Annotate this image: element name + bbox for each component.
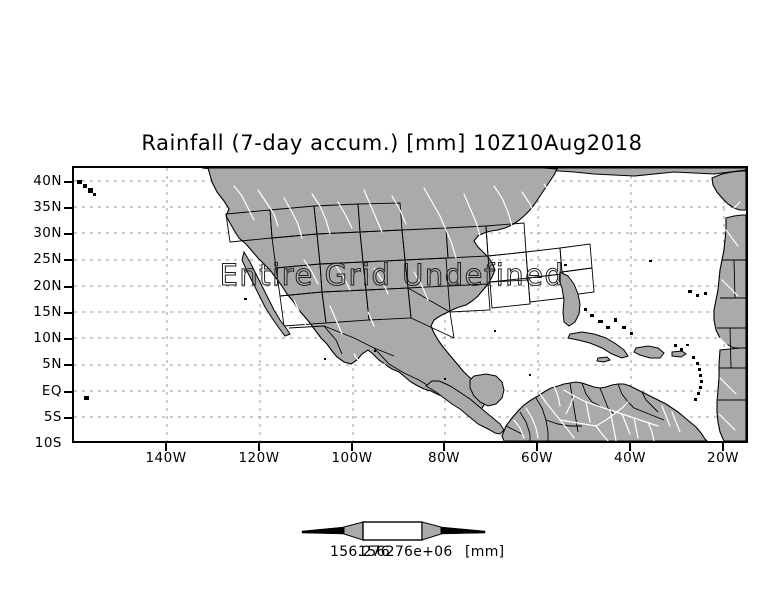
ytick-mark [64, 364, 73, 366]
colorbar-label-max: 156276e+06 [358, 544, 453, 560]
xtick-mark [258, 443, 260, 451]
landmass-jamaica [596, 356, 611, 363]
landmass-canary-islands [688, 290, 707, 297]
ytick-label-20N: 20N [33, 278, 62, 294]
xtick-label-60W: 60W [520, 450, 554, 466]
ytick-mark [64, 233, 73, 235]
map-plot-area[interactable] [72, 166, 748, 443]
ytick-mark [64, 338, 73, 340]
xtick-mark [443, 443, 445, 451]
xtick-label-140W: 140W [145, 450, 187, 466]
landmass-northwest-africa [713, 214, 746, 349]
landmass-florida [558, 271, 581, 327]
ytick-mark [64, 286, 73, 288]
page-title: Rainfall (7-day accum.) [mm] 10Z10Aug201… [141, 131, 643, 155]
xtick-mark [536, 443, 538, 451]
landmass-iberia [711, 170, 746, 211]
landmass-lesser-antilles [692, 356, 703, 401]
xtick-label-100W: 100W [331, 450, 373, 466]
ytick-mark [64, 207, 73, 209]
ytick-mark [64, 417, 73, 419]
landmass-west-africa-coast [716, 347, 746, 441]
landmass-hawaii [77, 180, 96, 196]
ytick-label-10N: 10N [33, 330, 62, 346]
ytick-label-40N: 40N [33, 173, 62, 189]
rivers-north-america [233, 183, 587, 377]
xtick-mark [629, 443, 631, 451]
ytick-mark [64, 259, 73, 261]
xtick-label-20W: 20W [706, 450, 740, 466]
colorbar[interactable]: 156.276 156276e+06 [mm] [296, 518, 504, 566]
xtick-mark [165, 443, 167, 451]
xtick-mark [722, 443, 724, 451]
colorbar-arrow-right-tip-lower [440, 530, 486, 535]
landmass-bahamas [584, 308, 633, 335]
colorbar-segment-low [343, 521, 364, 541]
landmass-puerto-rico [671, 350, 687, 358]
ytick-label-15N: 15N [33, 304, 62, 320]
xtick-label-40W: 40W [613, 450, 647, 466]
landmass-hispaniola [633, 345, 665, 359]
landmass-baja-california [241, 250, 291, 337]
rivers-africa [718, 201, 741, 431]
ytick-mark [64, 312, 73, 314]
colorbar-units-label: [mm] [465, 544, 505, 560]
map-landmasses [77, 168, 746, 441]
ytick-label-10S: 10S [34, 435, 62, 451]
landmass-south-america [501, 381, 708, 441]
landmass-cape-verde [674, 344, 689, 351]
map-clip [74, 168, 746, 441]
ytick-label-30N: 30N [33, 225, 62, 241]
colorbar-label-min: 156.276 [330, 544, 390, 560]
landmass-galapagos [84, 396, 89, 400]
political-borders-africa [717, 259, 746, 401]
colorbar-swatches[interactable] [296, 518, 496, 548]
colorbar-segment-mid [362, 521, 423, 541]
ytick-label-35N: 35N [33, 199, 62, 215]
xtick-mark [351, 443, 353, 451]
ytick-mark [64, 391, 73, 393]
ytick-label-5N: 5N [42, 356, 62, 372]
xtick-label-120W: 120W [238, 450, 280, 466]
landmass-cuba [567, 331, 629, 359]
ytick-mark [64, 181, 73, 183]
landmass-pacific-islets [244, 260, 652, 380]
rivers-south-america [513, 385, 681, 441]
ytick-label-25N: 25N [33, 251, 62, 267]
ytick-label-EQ: EQ [41, 383, 62, 399]
landmass-yucatan [469, 373, 505, 407]
colorbar-segment-high [421, 521, 442, 541]
landmass-central-america [425, 380, 505, 435]
ytick-label-5S: 5S [43, 409, 62, 425]
xtick-label-80W: 80W [427, 450, 461, 466]
